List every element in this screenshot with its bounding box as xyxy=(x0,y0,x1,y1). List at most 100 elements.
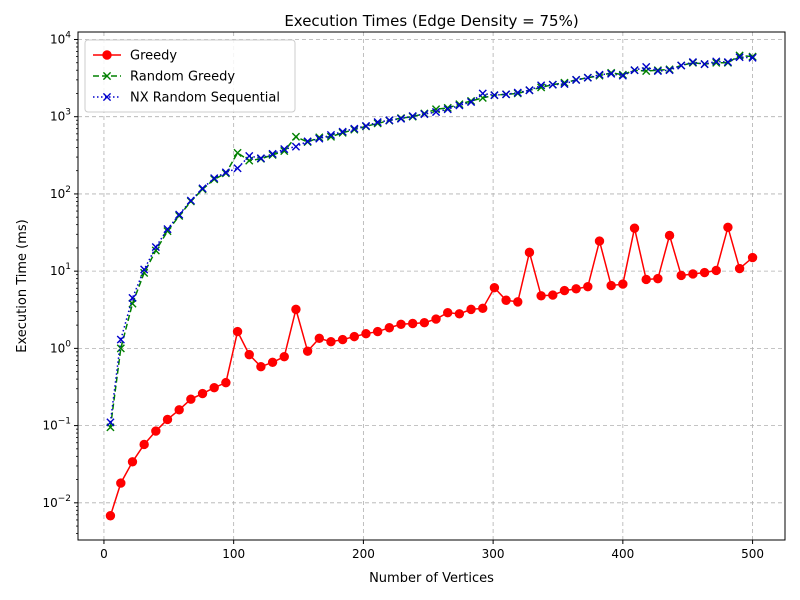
data-point xyxy=(175,211,184,220)
data-point xyxy=(583,281,593,292)
legend-box xyxy=(84,39,296,113)
data-point xyxy=(291,304,301,315)
data-point xyxy=(711,265,721,276)
data-point xyxy=(606,280,616,291)
data-point xyxy=(315,134,324,143)
data-point xyxy=(443,307,453,318)
data-point xyxy=(607,69,616,78)
data-point xyxy=(233,148,242,157)
data-point xyxy=(548,290,558,300)
x-tick-label: 0 xyxy=(100,547,108,561)
data-point xyxy=(431,107,441,117)
data-point xyxy=(699,267,710,278)
data-point xyxy=(548,80,557,89)
data-point xyxy=(140,268,149,277)
data-point xyxy=(373,118,382,127)
data-point xyxy=(303,137,312,146)
data-point xyxy=(116,478,126,488)
data-point xyxy=(244,349,254,360)
series-greedy xyxy=(105,222,758,521)
data-point xyxy=(396,114,406,123)
x-tick-label: 100 xyxy=(222,547,245,561)
legend-marker xyxy=(102,92,112,102)
data-point xyxy=(642,62,651,72)
data-point xyxy=(747,252,758,263)
legend-entry: NX Random Sequential xyxy=(93,91,280,106)
chart-title: Execution Times (Edge Density = 75%) xyxy=(284,12,578,30)
data-point xyxy=(163,227,172,236)
data-point xyxy=(162,414,173,425)
data-point xyxy=(748,53,757,62)
y-tick-label: 10−2 xyxy=(42,494,71,510)
data-point xyxy=(232,326,243,337)
data-point xyxy=(653,66,662,76)
data-point xyxy=(186,394,196,404)
data-point xyxy=(735,53,744,62)
legend-marker xyxy=(102,71,112,81)
y-axis-title: Execution Time (ms) xyxy=(15,219,30,352)
data-point xyxy=(105,511,116,521)
data-point xyxy=(466,304,476,315)
data-point xyxy=(560,79,569,89)
data-point xyxy=(537,81,546,90)
legend-entry: Greedy xyxy=(93,49,177,64)
data-point xyxy=(431,105,441,114)
data-point xyxy=(734,263,745,274)
data-point xyxy=(501,295,511,305)
plot-frame xyxy=(77,31,786,541)
data-point xyxy=(267,357,278,368)
data-point xyxy=(337,334,348,345)
data-point xyxy=(326,130,336,140)
data-point xyxy=(139,439,149,450)
legend-entry: Random Greedy xyxy=(93,70,235,85)
y-tick-label: 101 xyxy=(50,262,71,278)
data-point xyxy=(210,174,219,183)
x-tick-label: 200 xyxy=(352,547,375,561)
data-point xyxy=(629,223,640,233)
data-point xyxy=(466,96,476,106)
data-point xyxy=(350,124,359,133)
data-point xyxy=(279,352,289,362)
data-point xyxy=(396,319,406,329)
data-point xyxy=(490,91,499,100)
data-point xyxy=(712,58,721,67)
data-point xyxy=(291,132,301,141)
series-nx-random-sequential xyxy=(106,53,757,427)
data-point xyxy=(256,361,266,372)
series-line xyxy=(109,54,753,428)
data-point xyxy=(280,146,289,156)
data-point xyxy=(455,100,464,109)
grid xyxy=(78,32,785,540)
data-point xyxy=(700,60,709,69)
data-point xyxy=(106,418,115,427)
data-point xyxy=(420,110,429,119)
x-axis: 0 100 200 300 400 500 xyxy=(100,540,764,561)
data-point xyxy=(349,331,360,342)
data-point xyxy=(197,388,208,399)
legend-label: NX Random Sequential xyxy=(130,91,280,106)
data-point xyxy=(478,303,488,314)
data-point xyxy=(268,149,277,158)
data-point xyxy=(175,210,184,219)
data-point xyxy=(525,86,534,95)
data-point xyxy=(618,279,628,289)
y-tick-label: 104 xyxy=(50,30,71,46)
data-point xyxy=(653,273,663,284)
data-point xyxy=(571,284,581,294)
data-point xyxy=(560,78,569,87)
data-point xyxy=(384,323,395,333)
data-point xyxy=(677,61,686,70)
data-point xyxy=(454,309,465,319)
data-point xyxy=(536,291,546,301)
data-point xyxy=(735,51,744,60)
x-tick-label: 300 xyxy=(482,547,505,561)
data-point xyxy=(664,230,675,241)
data-point xyxy=(361,328,371,339)
data-point xyxy=(665,66,674,75)
data-point xyxy=(151,242,160,252)
legend-label: Random Greedy xyxy=(130,70,235,85)
data-point xyxy=(372,326,383,337)
data-point xyxy=(326,337,336,347)
data-point xyxy=(688,57,697,67)
